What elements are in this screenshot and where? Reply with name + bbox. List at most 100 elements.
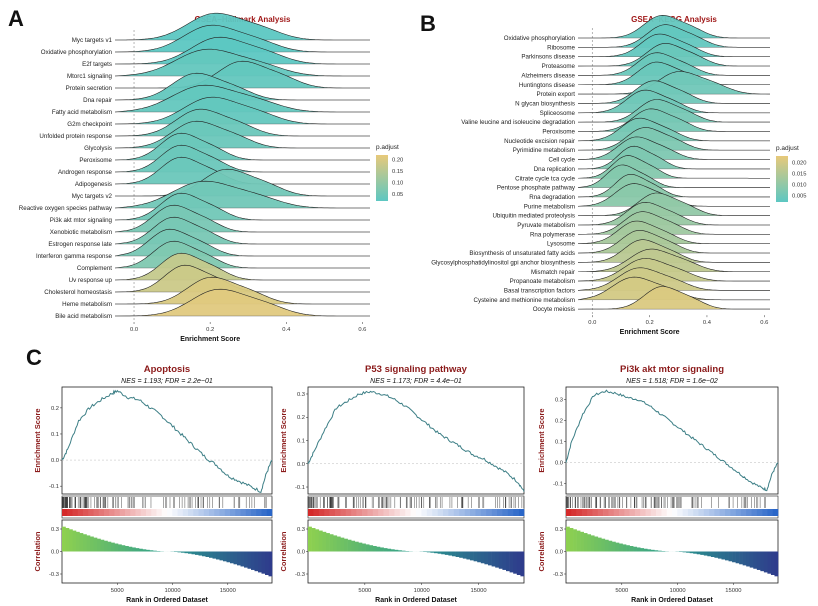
corr-ytick-label: 0.3 xyxy=(555,527,563,533)
corr-bar xyxy=(728,551,733,562)
corr-bar xyxy=(369,545,374,552)
corr-bar xyxy=(247,551,252,569)
x-tick-label: 15000 xyxy=(725,588,741,594)
rank-color-cell xyxy=(756,509,763,516)
rank-color-cell xyxy=(405,509,411,516)
rank-color-cell xyxy=(72,509,79,516)
legend-title: p.adjust xyxy=(776,145,799,152)
ridge-label: Complement xyxy=(77,265,112,272)
rank-color-cell xyxy=(576,509,583,516)
corr-bar xyxy=(693,551,698,554)
ridge-label: E2f targets xyxy=(82,61,112,68)
corr-bar xyxy=(622,544,627,552)
x-tick-label: 10000 xyxy=(164,588,180,594)
ridge-label: Reactive oxygen species pathway xyxy=(19,205,113,212)
rank-color-cell xyxy=(480,509,487,516)
x-axis-title: Enrichment Score xyxy=(180,336,240,343)
corr-bar xyxy=(265,551,269,575)
ridge-label: Pi3k akt mtor signaling xyxy=(50,217,113,224)
ridge-fill-3 xyxy=(578,43,770,67)
ridge-fill-6 xyxy=(115,85,370,112)
corr-bar xyxy=(466,551,471,560)
corr-ytick-label: 0.3 xyxy=(297,527,305,533)
ridge-label: Pyruvate metabolism xyxy=(517,222,575,229)
corr-bar xyxy=(390,549,395,552)
x-axis-title: Rank in Ordered Dataset xyxy=(375,597,457,604)
ridge-label: Propanoate metabolism xyxy=(510,278,575,285)
rank-color-cell xyxy=(146,509,152,516)
corr-ytick-label: 0.0 xyxy=(297,550,305,556)
rank-color-cell xyxy=(77,509,84,516)
corr-bar xyxy=(240,551,245,567)
rank-color-cell xyxy=(751,509,758,516)
ridge-label: Purine metabolism xyxy=(524,203,575,210)
corr-bar xyxy=(714,551,719,558)
rank-color-cell xyxy=(581,509,588,516)
ridge-label: Oxidative phosphorylation xyxy=(504,35,576,42)
legend-label: 0.20 xyxy=(392,158,403,164)
corr-ytick-label: 0.0 xyxy=(555,550,563,556)
corr-bar xyxy=(184,551,189,554)
corr-bar xyxy=(268,551,273,577)
ridge-fill-28 xyxy=(578,277,770,300)
ridge-label: Protein secretion xyxy=(66,85,113,92)
corr-bar xyxy=(619,543,623,552)
rank-color-cell xyxy=(730,509,736,516)
es-frame xyxy=(307,386,525,495)
ridge-label: G2m checkpoint xyxy=(67,121,112,128)
legend-title: p.adjust xyxy=(376,144,399,151)
rank-color-cell xyxy=(661,509,667,516)
ridge-label: Basal transcription factors xyxy=(504,287,575,294)
corr-bar xyxy=(128,546,133,552)
corr-bar xyxy=(774,551,779,577)
corr-bar xyxy=(516,551,521,575)
es-frame xyxy=(565,386,779,495)
corr-bar xyxy=(480,551,485,564)
corr-bar xyxy=(498,551,503,569)
corr-bar xyxy=(209,551,213,558)
es-ytick-label: 0.2 xyxy=(555,419,563,425)
x-tick-label: 0.0 xyxy=(588,320,596,326)
rank-color-cell xyxy=(135,509,142,516)
corr-bar xyxy=(573,529,577,552)
rank-color-cell xyxy=(188,509,194,516)
rank-color-cell xyxy=(224,509,231,516)
ridgeline-kegg: GSEA−KEGG AnalysisOxidative phosphorylat… xyxy=(431,14,807,336)
legend-label: 0.10 xyxy=(392,181,403,187)
legend-label: 0.015 xyxy=(792,172,807,178)
es-ylabel: Enrichment Score xyxy=(33,408,42,472)
x-tick-label: 5000 xyxy=(111,588,124,594)
panel-label-c: C xyxy=(26,345,42,370)
corr-bar xyxy=(191,551,196,555)
rank-color-cell xyxy=(125,509,131,516)
corr-bar xyxy=(594,536,599,552)
corr-bar xyxy=(258,551,262,573)
es-ytick-label: 0.1 xyxy=(51,432,59,438)
corr-bar xyxy=(742,551,747,566)
corr-bar xyxy=(576,530,581,552)
rank-color-cell xyxy=(245,509,252,516)
rank-color-cell xyxy=(340,509,347,516)
rank-color-cell xyxy=(256,509,262,516)
rank-color-cell xyxy=(156,509,163,516)
rank-color-cell xyxy=(98,509,105,516)
corr-bar xyxy=(520,551,525,577)
rank-color-cell xyxy=(437,509,444,516)
rank-color-cell xyxy=(608,509,614,516)
corr-bar xyxy=(587,534,592,552)
ridge-label: Valine leucine and isoleucine degradatio… xyxy=(461,119,575,126)
rank-color-cell xyxy=(119,509,126,516)
rank-color-cell xyxy=(88,509,94,516)
corr-bar xyxy=(580,531,584,552)
rank-color-cell xyxy=(203,509,210,516)
rank-color-cell xyxy=(672,509,678,516)
corr-bar xyxy=(69,529,73,552)
legend-label: 0.15 xyxy=(392,169,403,175)
ridge-label: Mismatch repair xyxy=(531,269,575,276)
corr-bar xyxy=(212,551,217,559)
corr-bar xyxy=(506,551,510,572)
ridgeline-hallmark: GSEA−Hallmark AnalysisMyc targets v1Oxid… xyxy=(19,12,403,343)
ridge-label: Alzheimers disease xyxy=(521,72,575,79)
corr-bar xyxy=(372,546,377,552)
corr-bar xyxy=(710,551,715,557)
